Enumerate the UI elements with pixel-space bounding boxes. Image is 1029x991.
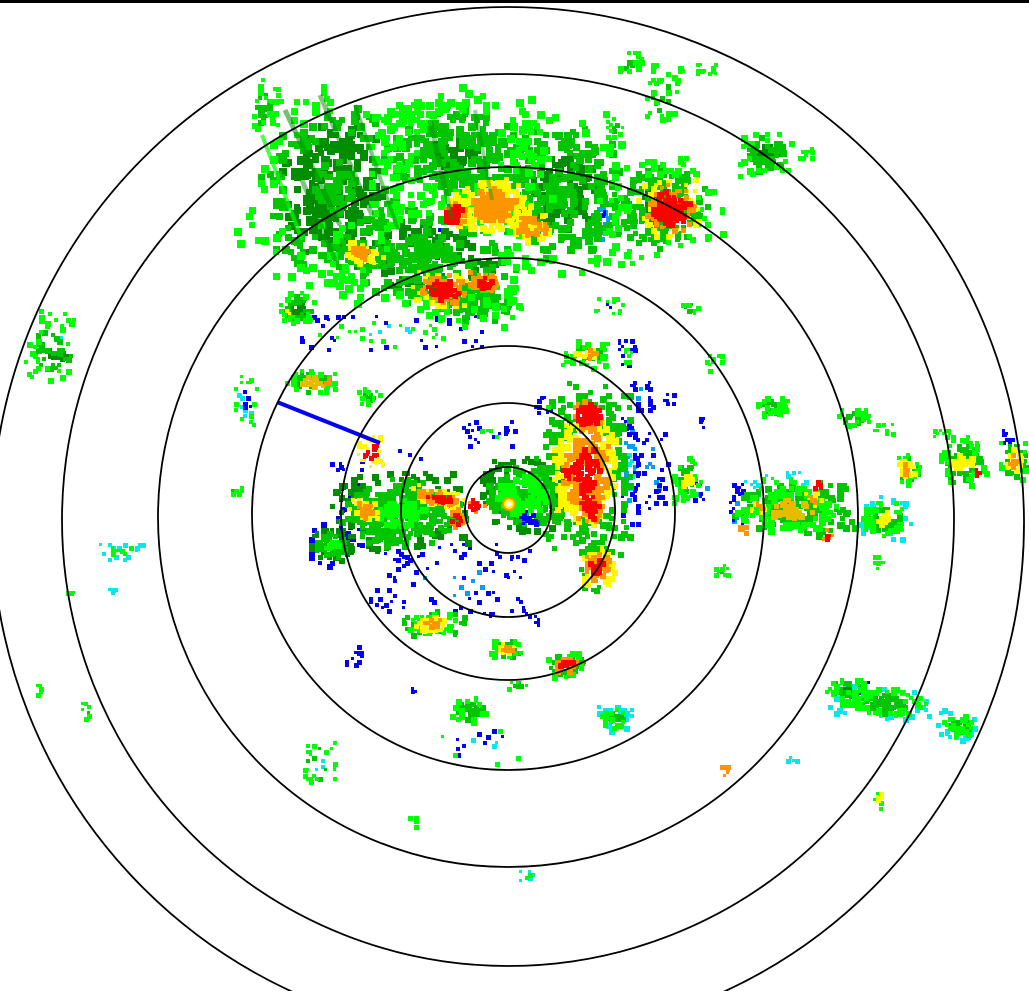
radar-site-marker [502,497,516,511]
radial-streak [260,134,304,241]
echo-level-b2b [519,510,539,527]
site-marker-ring [506,501,512,507]
range-ring [0,6,1025,991]
range-ring [464,466,552,554]
interference-spike-line [276,400,423,461]
range-ring [61,73,955,967]
spike-dot [398,449,402,453]
echo-level-b2 [243,210,1015,758]
echo-field [24,51,1029,882]
range-rings [0,6,1025,991]
top-border-bar [0,0,1029,3]
radial-streak [317,94,375,216]
spike-bar [276,400,381,445]
echo-level-g1 [24,51,1029,880]
range-ring [157,166,859,868]
radial-streak [282,108,343,227]
radial-streak [353,104,400,231]
radial-streak [297,174,338,261]
echo-level-cy [48,324,978,882]
range-ring [340,345,676,681]
radial-streak [427,119,455,221]
range-ring [400,402,616,618]
radial-streak [473,109,494,201]
echo-level-g3 [39,123,857,698]
stratiform-streaks [260,94,494,261]
spike-dot [408,453,412,457]
range-ring [251,257,765,771]
spike-dot [419,457,423,461]
